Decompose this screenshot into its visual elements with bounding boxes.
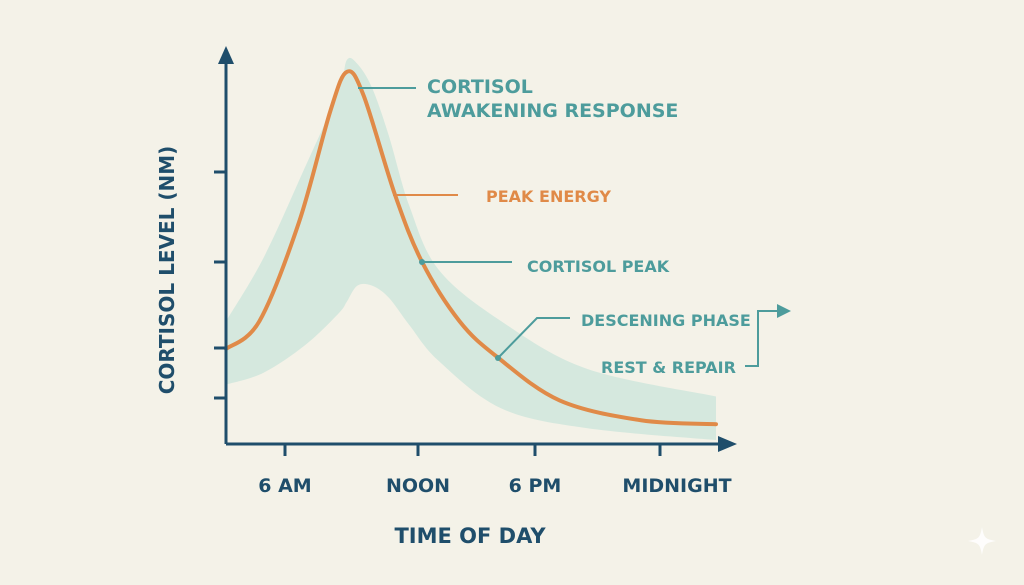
y-axis-arrow-icon <box>218 46 234 64</box>
bracket-arrow-line <box>745 310 778 367</box>
y-axis-title: CORTISOL LEVEL (NM) <box>155 146 179 395</box>
x-tick-label: NOON <box>386 475 450 497</box>
annotation-label: CORTISOL <box>427 76 533 98</box>
sparkle-icon <box>968 527 996 555</box>
arrow-right-icon <box>777 304 791 318</box>
annotation-label: PEAK ENERGY <box>486 187 611 206</box>
cortisol-curve <box>224 69 718 427</box>
leader-line <box>497 317 570 359</box>
annotation-label: REST & REPAIR <box>601 358 736 377</box>
x-tick-label: MIDNIGHT <box>622 475 731 497</box>
x-tick-label: 6 AM <box>258 475 311 497</box>
x-axis-arrow-icon <box>718 436 737 452</box>
annotation-label: CORTISOL PEAK <box>527 257 670 276</box>
variability-band <box>226 57 716 441</box>
leader-dot <box>419 259 425 265</box>
x-axis-title: TIME OF DAY <box>394 524 546 548</box>
x-tick-label: 6 PM <box>509 475 562 497</box>
annotation-label: AWAKENING RESPONSE <box>427 100 678 122</box>
leader-dot <box>495 355 501 361</box>
annotation-label: DESCENING PHASE <box>581 311 751 330</box>
